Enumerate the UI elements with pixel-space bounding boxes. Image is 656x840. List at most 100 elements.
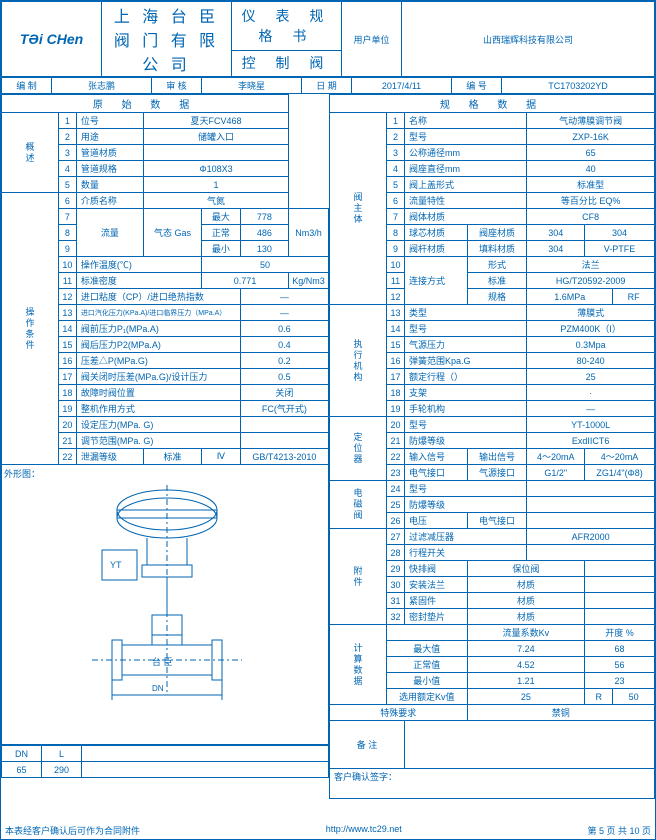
reviewer-value: 李晓星 xyxy=(202,78,302,94)
row-label: 名称 xyxy=(405,113,527,129)
row-value: ExdIICT6 xyxy=(527,433,655,449)
calc-row-label: 选用额定Kv值 xyxy=(387,689,468,705)
row-value xyxy=(527,513,655,529)
kv-header: 流量系数Kv xyxy=(467,625,585,641)
row-label: 用途 xyxy=(76,129,143,145)
row-num: 27 xyxy=(387,529,405,545)
calc-r: R xyxy=(585,689,613,705)
row-num: 8 xyxy=(59,225,77,241)
row-label: 快排阀 xyxy=(405,561,468,577)
user-value: 山西瑞辉科技有限公司 xyxy=(402,2,655,77)
row-num: 14 xyxy=(59,321,77,337)
valve-drawing-svg: YT 台 臣 DN xyxy=(2,465,328,743)
row-label: 安装法兰 xyxy=(405,577,468,593)
overview-label: 概述 xyxy=(2,113,59,193)
row-num: 13 xyxy=(59,305,77,321)
accessory-label: 附件 xyxy=(330,529,387,625)
row-value xyxy=(527,481,655,497)
row-value: — xyxy=(240,305,328,321)
row-label: 密封垫片 xyxy=(405,609,468,625)
date-label: 日 期 xyxy=(302,78,352,94)
calc-kv: 1.21 xyxy=(467,673,585,689)
svg-text:DN: DN xyxy=(152,684,164,693)
row-num: 1 xyxy=(59,113,77,129)
row-num: 29 xyxy=(387,561,405,577)
calc-kv: 25 xyxy=(467,689,585,705)
row-num: 25 xyxy=(387,497,405,513)
row-value: — xyxy=(240,289,328,305)
row-value: 80-240 xyxy=(527,353,655,369)
row-num: 31 xyxy=(387,593,405,609)
row-label: 操作温度(℃) xyxy=(76,257,201,273)
row-label: 防爆等级 xyxy=(405,433,527,449)
row-label: 阀体材质 xyxy=(405,209,527,225)
row-label: 阀前压力P₁(MPa.A) xyxy=(76,321,240,337)
row-sub: 形式 xyxy=(467,257,527,273)
reviewer-label: 审 核 xyxy=(152,78,202,94)
row-unit: Kg/Nm3 xyxy=(289,273,329,289)
row-num: 10 xyxy=(59,257,77,273)
row-num: 16 xyxy=(59,353,77,369)
row-v1: G1/2" xyxy=(527,465,585,481)
row-value: 0.3Mpa xyxy=(527,337,655,353)
spec-sheet: TƏi CHen 上 海 台 臣 阀 门 有 限 公 司 仪 表 规 格 书 用… xyxy=(0,0,656,840)
row-label: 标准密度 xyxy=(76,273,201,289)
row-value xyxy=(527,497,655,513)
row-value: 法兰 xyxy=(527,257,655,273)
row-num: 28 xyxy=(387,545,405,561)
valve-body-label: 阀主体 xyxy=(330,113,387,305)
row-value: 1 xyxy=(144,177,289,193)
footer-left: 本表经客户确认后可作为合同附件 xyxy=(5,824,140,837)
row-value: 0.4 xyxy=(240,337,328,353)
company: 上 海 台 臣 阀 门 有 限 公 司 xyxy=(102,2,232,77)
row-label: 弹簧范围Kpa.G xyxy=(405,353,527,369)
row-label: 阀后压力P2(MPa.A) xyxy=(76,337,240,353)
calc-open: 23 xyxy=(585,673,655,689)
row-value: 40 xyxy=(527,161,655,177)
row-label: 类型 xyxy=(405,305,527,321)
row-value: 25 xyxy=(527,369,655,385)
row-value: 0.771 xyxy=(202,273,289,289)
row-v2: V-PTFE xyxy=(585,241,655,257)
row-v2: 304 xyxy=(585,225,655,241)
row-label: 行程开关 xyxy=(405,545,527,561)
row-value xyxy=(585,609,655,625)
row-label: 公称通径mm xyxy=(405,145,527,161)
normal-value: 486 xyxy=(240,225,288,241)
row-label: 数量 xyxy=(76,177,143,193)
row-num: 19 xyxy=(387,401,405,417)
row-num: 17 xyxy=(387,369,405,385)
row-num: 13 xyxy=(387,305,405,321)
row-value: AFR2000 xyxy=(527,529,655,545)
flow-unit: Nm3/h xyxy=(289,209,329,257)
row-num: 11 xyxy=(387,273,405,289)
row-label: 型号 xyxy=(405,129,527,145)
footer-page: 第 5 页 共 10 页 xyxy=(587,824,651,837)
outline-drawing: 外形图： YT 台 臣 DN xyxy=(1,465,329,745)
row-label: 型号 xyxy=(405,481,527,497)
row-value: YT-1000L xyxy=(527,417,655,433)
row-value: 0.5 xyxy=(240,369,328,385)
row-num: 4 xyxy=(59,161,77,177)
row-value: Ⅳ xyxy=(202,449,241,465)
right-table: 规 格 数 据 阀主体 1名称气动薄膜调节阀 2型号ZXP-16K 3公称通径m… xyxy=(329,94,655,799)
row-num: 18 xyxy=(387,385,405,401)
row-v1: 304 xyxy=(527,241,585,257)
row-label: 型号 xyxy=(405,321,527,337)
row-mid: 气源接口 xyxy=(467,465,527,481)
calc-rval: 50 xyxy=(613,689,655,705)
row-v1: 304 xyxy=(527,225,585,241)
row-label: 手轮机构 xyxy=(405,401,527,417)
row-value: 气动薄膜调节阀 xyxy=(527,113,655,129)
dn-value: 65 xyxy=(2,762,42,778)
row-label: 过滤减压器 xyxy=(405,529,527,545)
row-num: 2 xyxy=(59,129,77,145)
row-label: 阀关闭时压差(MPa.G)/设计压力 xyxy=(76,369,240,385)
row-num: 6 xyxy=(387,193,405,209)
row-num: 14 xyxy=(387,321,405,337)
positioner-label: 定位器 xyxy=(330,417,387,481)
calc-label: 计算数据 xyxy=(330,625,387,705)
row-value: 0.2 xyxy=(240,353,328,369)
row-num: 18 xyxy=(59,385,77,401)
page-footer: 本表经客户确认后可作为合同附件 http://www.tc29.net 第 5 … xyxy=(5,824,651,837)
